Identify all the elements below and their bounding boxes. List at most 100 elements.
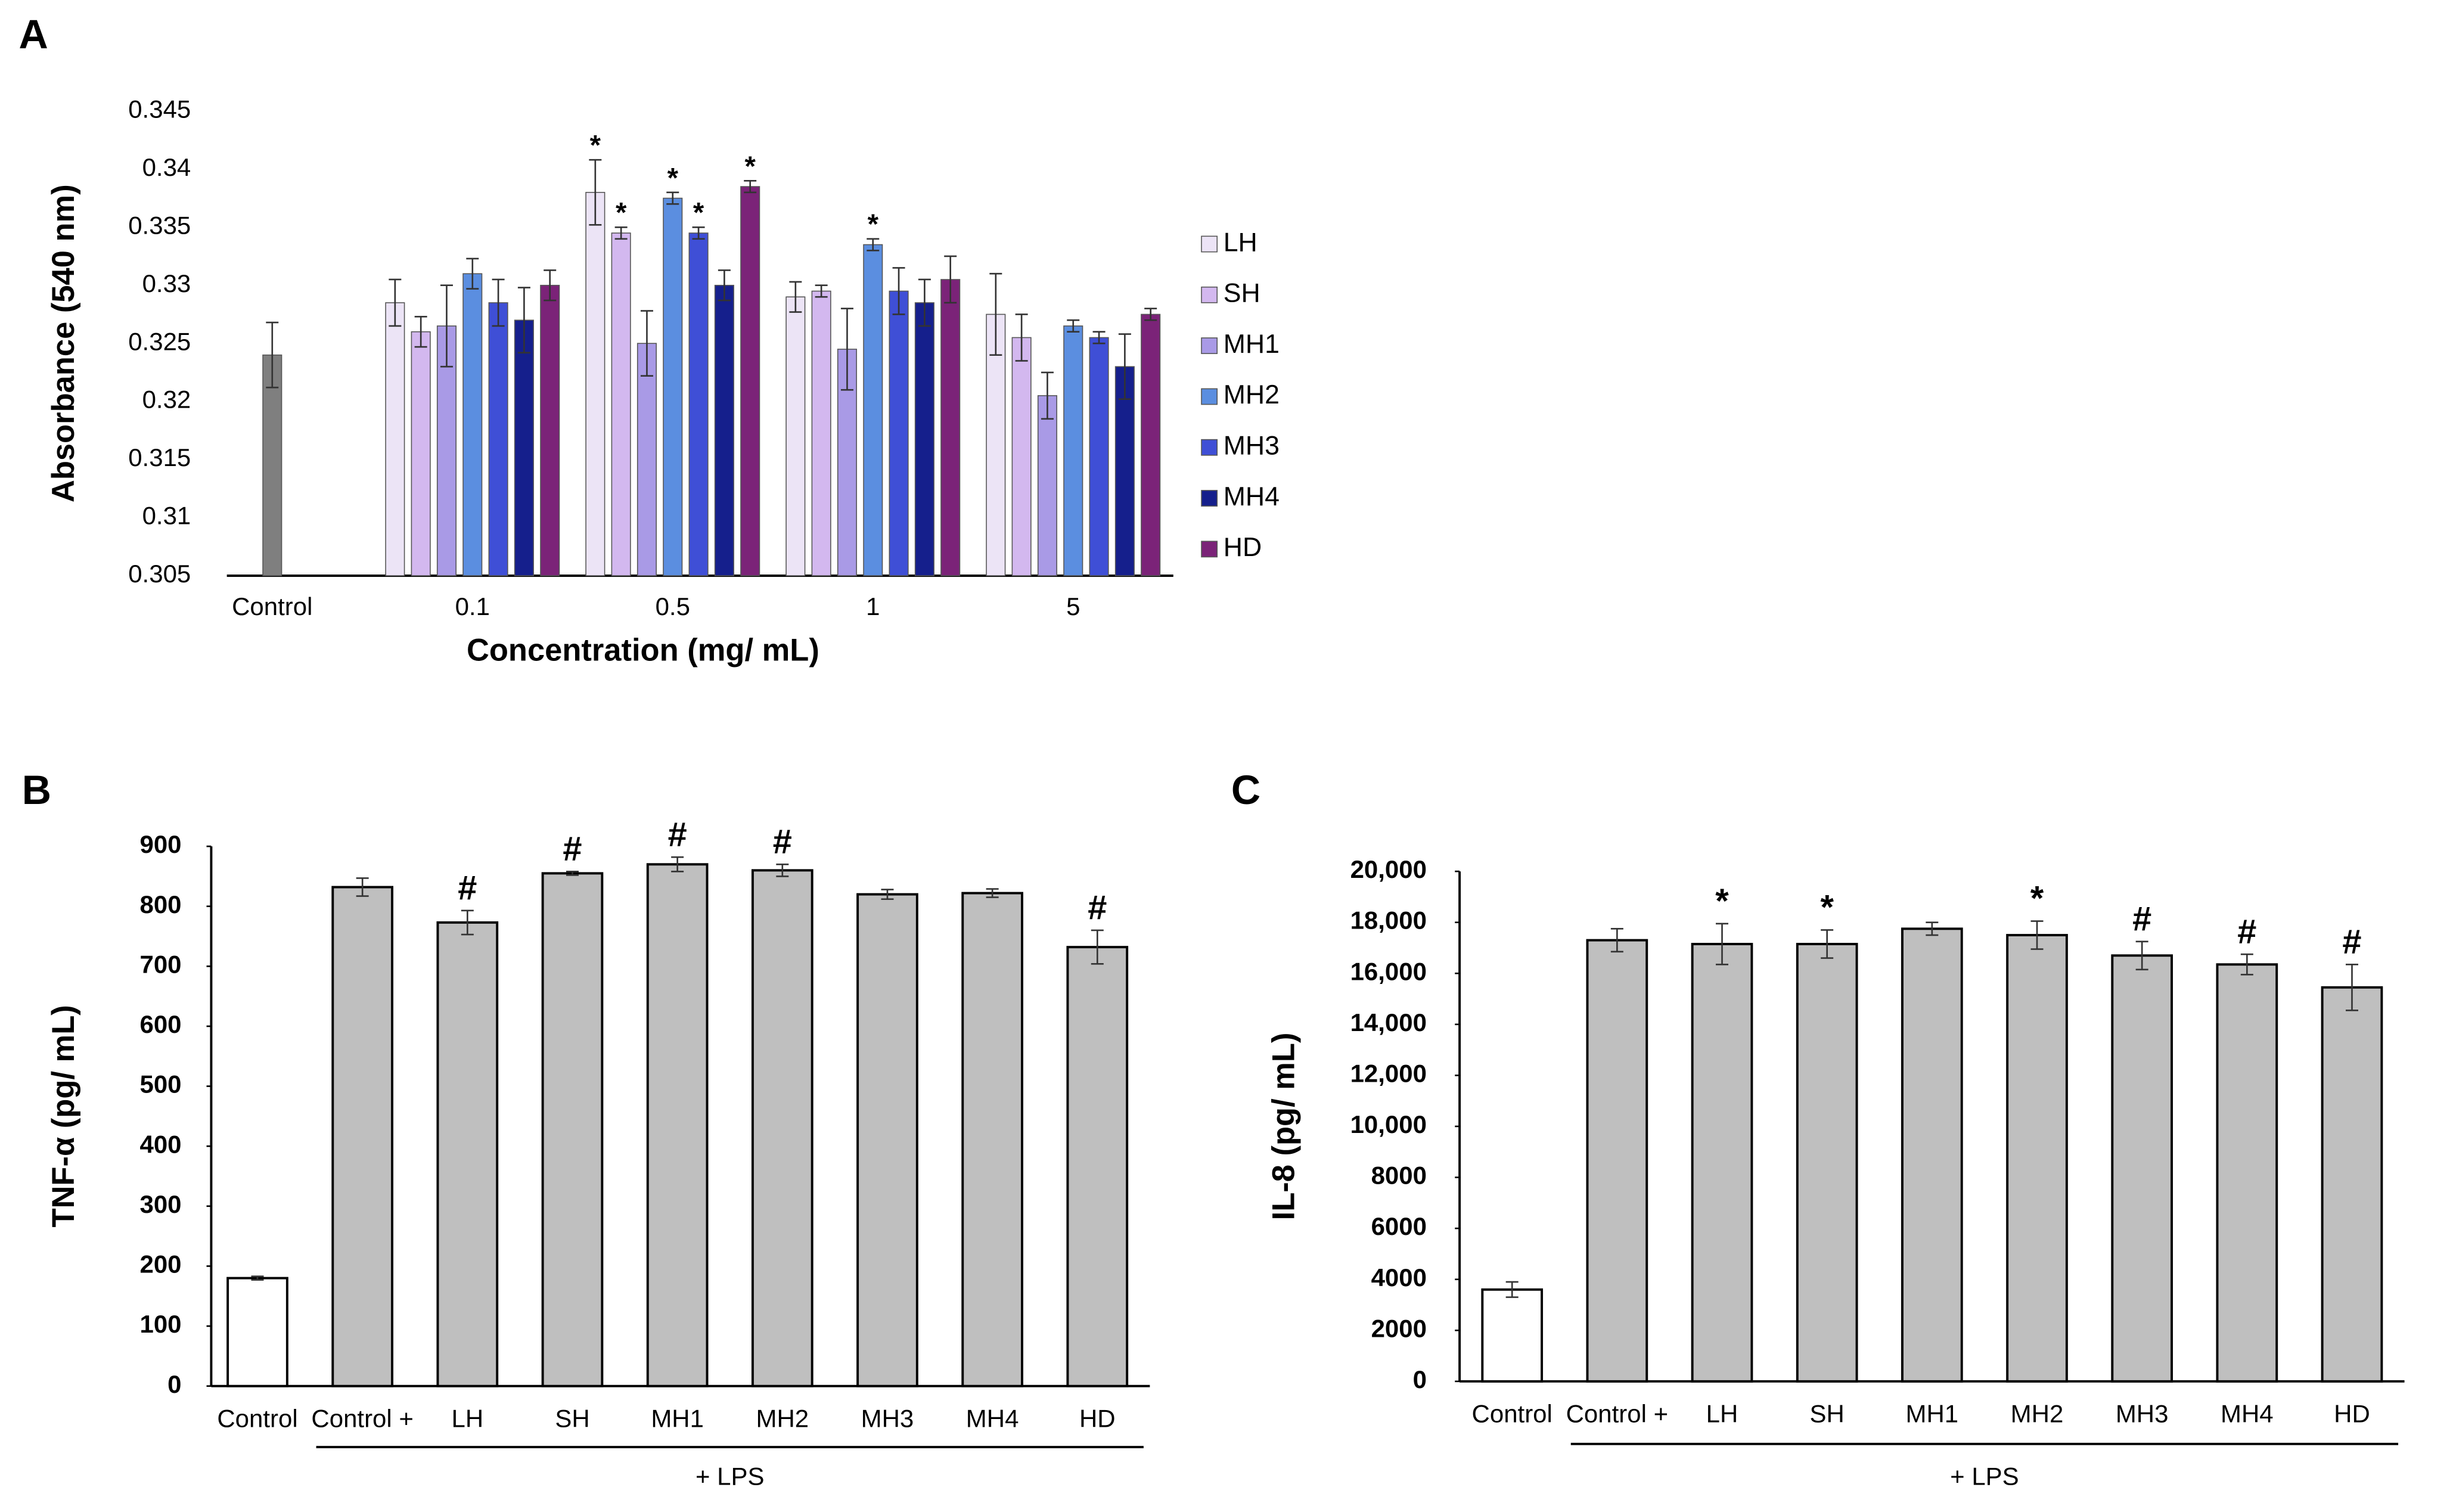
y-tick-label: 4000 [1371,1263,1427,1291]
bar [1691,943,1753,1383]
x-axis-label: Concentration (mg/ mL) [467,632,819,667]
bar [986,313,1006,576]
bar [1796,943,1858,1383]
error-bar [2240,953,2253,976]
bar [1011,337,1032,576]
error-bar [718,269,731,302]
y-tick-label: 700 [139,950,181,978]
x-tick-label: MH3 [861,1405,914,1433]
y-tick-label: 200 [139,1250,181,1278]
significance-mark: * [745,151,756,182]
bar [2111,954,2173,1383]
error-bar [1716,923,1729,965]
bar [636,343,657,576]
bar [785,296,806,576]
significance-mark: # [668,815,687,853]
legend-label: MH1 [1224,330,1280,359]
legend-label: MH4 [1224,482,1280,511]
y-tick-label: 300 [139,1190,181,1218]
error-bar [266,321,279,389]
error-bar [2345,963,2358,1011]
y-tick-label: 10,000 [1350,1110,1427,1138]
panel-label: B [22,768,51,813]
bar [1901,927,1963,1383]
x-tick-label: 1 [866,592,880,620]
error-bar [881,889,894,900]
bar [1037,395,1057,576]
bar [1063,325,1083,576]
y-tick-label: 0 [1413,1365,1427,1393]
bar [436,921,499,1387]
bar [740,186,760,576]
error-bar [492,278,505,327]
error-bar [1610,928,1623,953]
y-tick-label: 6000 [1371,1212,1427,1240]
x-tick-label: Control + [1566,1400,1669,1428]
y-tick-label: 14,000 [1350,1008,1427,1036]
y-tick-label: 0 [167,1370,181,1398]
legend-label: MH3 [1224,431,1280,461]
error-bar [692,226,705,240]
group-label: + LPS [1950,1463,2019,1491]
error-bar [1092,331,1106,344]
group-label: + LPS [695,1463,765,1491]
error-bar [744,179,757,194]
significance-mark: * [1820,889,1834,927]
x-tick-label: LH [1706,1400,1738,1428]
error-bar [2030,920,2044,950]
bar [856,893,918,1387]
legend-label: SH [1224,279,1260,308]
significance-mark: # [563,830,582,868]
bar [262,354,282,576]
error-bar [1067,319,1080,333]
bar [611,232,631,576]
x-tick-label: 5 [1066,592,1080,620]
bar [961,892,1023,1387]
error-bar [1821,929,1834,959]
error-bar [640,310,653,377]
x-tick-label: 0.1 [455,592,490,620]
legend-swatch [1201,490,1218,507]
bar [385,302,405,576]
bar [1089,337,1109,576]
error-bar [356,877,369,897]
bar [1114,366,1135,576]
y-tick-label: 16,000 [1350,957,1427,985]
x-tick-label: Control [217,1405,297,1433]
y-tick-label: 400 [139,1130,181,1158]
bar [811,290,831,576]
bar [436,325,457,576]
x-tick-label: 0.5 [656,592,690,620]
bar [1586,939,1648,1383]
x-tick-label: MH2 [756,1405,809,1433]
bar [2216,963,2278,1383]
bar [462,273,483,576]
bar [541,872,604,1387]
error-bar [671,856,684,873]
error-bar [1144,308,1157,321]
error-bar [1926,921,1939,936]
x-tick-label: SH [555,1405,589,1433]
bar [863,244,883,576]
x-tick-label: SH [1810,1400,1845,1428]
x-tick-label: Control + [311,1405,414,1433]
bar [488,302,508,576]
bar [889,290,909,576]
bar [663,197,683,576]
y-tick-label: 0.33 [142,269,191,297]
significance-mark: # [2342,923,2361,961]
error-bar [461,909,474,936]
y-tick-label: 900 [139,830,181,858]
x-tick-label: HD [1079,1405,1116,1433]
error-bar [517,287,530,354]
bar [540,284,560,576]
error-bar [544,269,557,302]
bar [751,869,813,1387]
error-bar [440,284,453,368]
bar [1066,946,1129,1387]
significance-mark: * [2030,880,2044,918]
error-bar [414,316,427,348]
bar [331,886,394,1387]
